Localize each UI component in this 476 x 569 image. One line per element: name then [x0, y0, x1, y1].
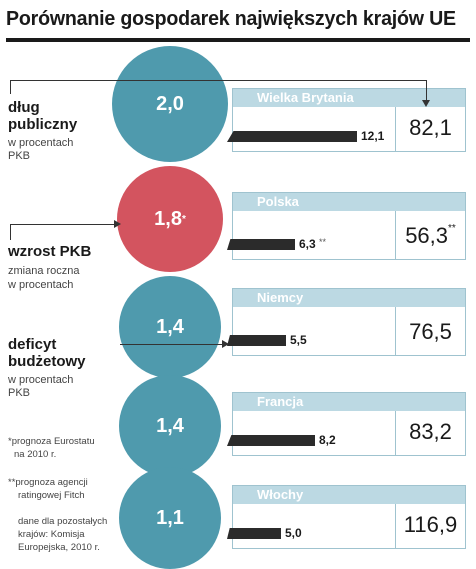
- legend-debt-head-1: dług: [8, 99, 40, 116]
- debt-value: 116,9: [396, 512, 465, 538]
- deficit-label: 5,5: [290, 333, 307, 347]
- legend-growth-sub-1: zmiana roczna: [8, 265, 80, 277]
- deficit-label: 5,0: [285, 526, 302, 540]
- growth-value: 1,8: [154, 207, 182, 230]
- deficit-bar: [227, 435, 315, 446]
- note-others-3: Europejska, 2010 r.: [18, 542, 100, 553]
- country-name: Polska: [233, 193, 465, 211]
- deficit-footnote-mark: **: [319, 237, 327, 247]
- leader-growth-h: [10, 224, 116, 225]
- note-others-2: krajów: Komisja: [18, 529, 85, 540]
- debt-number: 76,5: [409, 319, 452, 344]
- country-name: Francja: [233, 393, 465, 411]
- legend-growth-head: wzrost PKB: [8, 243, 92, 260]
- note-others-1: dane dla pozostałych: [18, 516, 108, 527]
- deficit-bar: [227, 131, 357, 142]
- note-eurostat-2: na 2010 r.: [14, 449, 57, 460]
- debt-number: 116,9: [403, 512, 458, 537]
- debt-value: 82,1: [396, 115, 465, 141]
- country-panel: Włochy 116,9 5,0: [227, 485, 466, 549]
- legend-deficit-sub-1: w procentach: [8, 374, 74, 386]
- debt-number: 56,3: [405, 223, 449, 248]
- note-fitch-2: ratingowej Fitch: [18, 490, 85, 501]
- legend-debt-head-2: publiczny: [8, 116, 78, 133]
- panel-divider: [395, 107, 396, 151]
- legend-deficit-sub-2: PKB: [8, 387, 31, 399]
- leader-deficit-arrow: [222, 340, 229, 348]
- growth-value: 1,1: [156, 506, 184, 529]
- debt-value: 76,5: [396, 319, 465, 345]
- growth-circle: 1,8 *: [117, 166, 223, 272]
- deficit-number: 8,2: [319, 433, 336, 447]
- country-name: Wielka Brytania: [233, 89, 465, 107]
- deficit-bar: [227, 335, 286, 346]
- deficit-number: 12,1: [361, 129, 385, 143]
- leader-debt-right: [426, 80, 427, 100]
- panel-divider: [395, 411, 396, 455]
- leader-debt-left: [10, 80, 11, 94]
- growth-value: 2,0: [156, 92, 184, 115]
- deficit-bar: [227, 528, 281, 539]
- growth-circle: 2,0: [112, 46, 228, 162]
- country-panel: Polska 56,3** 6,3 **: [227, 192, 466, 260]
- deficit-number: 6,3: [299, 237, 316, 251]
- deficit-label: 12,1: [361, 129, 384, 143]
- legend-growth-sub-2: w procentach: [8, 279, 74, 291]
- legend-debt-sub-1: w procentach: [8, 137, 74, 149]
- leader-deficit-h: [120, 344, 224, 345]
- leader-debt-arrow: [422, 100, 430, 107]
- debt-number: 83,2: [409, 419, 452, 444]
- country-panel: Niemcy 76,5 5,5: [227, 288, 466, 356]
- growth-circle: 1,1: [119, 467, 221, 569]
- chart-title: Porównanie gospodarek największych krajó…: [6, 8, 456, 30]
- debt-footnote-mark: **: [448, 223, 456, 234]
- country-panel: Francja 83,2 8,2: [227, 392, 466, 456]
- country-name: Niemcy: [233, 289, 465, 307]
- legend-deficit-head-1: deficyt: [8, 336, 57, 353]
- leader-debt-top: [10, 80, 426, 81]
- growth-value: 1,4: [156, 315, 184, 338]
- debt-value: 56,3**: [396, 223, 465, 249]
- legend-debt-sub-2: PKB: [8, 150, 31, 162]
- debt-value: 83,2: [396, 419, 465, 445]
- note-fitch-1: **prognoza agencji: [8, 477, 88, 488]
- debt-number: 82,1: [409, 115, 452, 140]
- growth-footnote-mark: *: [181, 213, 186, 225]
- panel-divider: [395, 307, 396, 355]
- leader-growth-arrow: [114, 220, 121, 228]
- leader-growth-left: [10, 224, 11, 240]
- deficit-number: 5,5: [290, 333, 307, 347]
- deficit-number: 5,0: [285, 526, 302, 540]
- growth-circle: 1,4: [119, 375, 221, 477]
- deficit-label: 6,3 **: [299, 237, 326, 251]
- note-eurostat-1: *prognoza Eurostatu: [8, 436, 95, 447]
- panel-divider: [395, 211, 396, 259]
- growth-circle: 1,4: [119, 276, 221, 378]
- legend-deficit-head-2: budżetowy: [8, 353, 86, 370]
- country-name: Włochy: [233, 486, 465, 504]
- growth-value: 1,4: [156, 414, 184, 437]
- deficit-bar: [227, 239, 295, 250]
- title-rule: [6, 38, 470, 42]
- panel-divider: [395, 504, 396, 548]
- country-panel: Wielka Brytania 82,1 12,1: [227, 88, 466, 152]
- deficit-label: 8,2: [319, 433, 336, 447]
